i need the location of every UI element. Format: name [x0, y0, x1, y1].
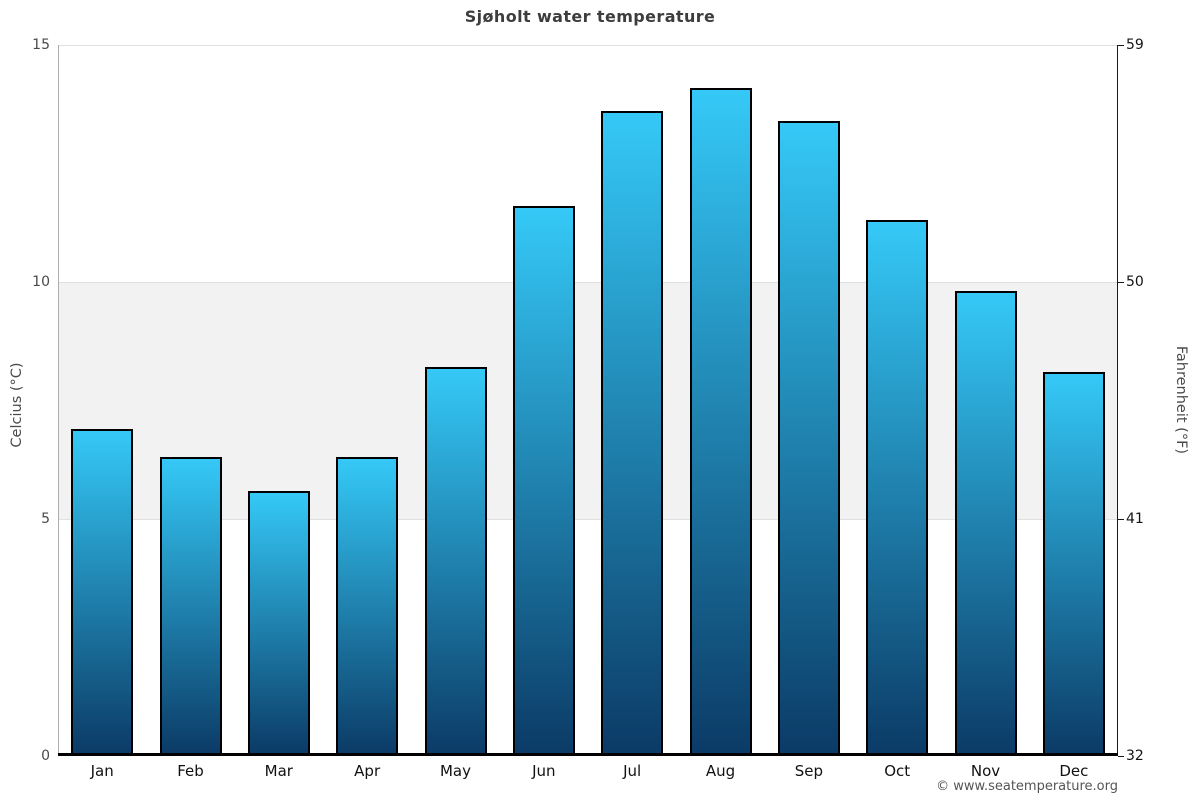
month-label-jan: Jan	[90, 762, 114, 780]
bar-jul	[601, 111, 664, 756]
left-axis-spine	[58, 45, 59, 756]
right-tick-59f	[1118, 45, 1124, 46]
fahrenheit-tick-59: 59	[1126, 37, 1144, 53]
month-label-feb: Feb	[177, 762, 204, 780]
gridline-10c	[58, 282, 1118, 283]
right-tick-32f	[1118, 756, 1124, 757]
month-label-oct: Oct	[884, 762, 911, 780]
bar-dec	[1042, 372, 1105, 756]
x-axis-line	[58, 753, 1118, 756]
celsius-axis-title: Celcius (°C)	[9, 362, 25, 448]
bar-jun	[512, 206, 575, 756]
month-label-jul: Jul	[623, 762, 642, 780]
celsius-tick-0: 0	[41, 748, 50, 764]
right-axis-spine	[1117, 45, 1118, 756]
fahrenheit-tick-50: 50	[1126, 274, 1144, 290]
month-label-sep: Sep	[794, 762, 823, 780]
month-label-mar: Mar	[264, 762, 293, 780]
month-label-apr: Apr	[354, 762, 381, 780]
fahrenheit-axis-title: Fahrenheit (°F)	[1173, 345, 1189, 455]
bar-jan	[71, 428, 134, 756]
bar-feb	[159, 457, 222, 756]
bar-oct	[866, 220, 929, 756]
right-tick-41f	[1118, 519, 1124, 520]
month-label-jun: Jun	[532, 762, 556, 780]
month-label-dec: Dec	[1059, 762, 1089, 780]
bar-aug	[689, 87, 752, 756]
bar-sep	[777, 120, 840, 756]
plot-area	[58, 45, 1124, 757]
copyright-footer: © www.seatemperature.org	[936, 779, 1118, 794]
gridline-5c	[58, 519, 1118, 520]
bar-nov	[954, 291, 1017, 756]
month-label-may: May	[439, 762, 471, 780]
celsius-tick-10: 10	[32, 274, 50, 290]
fahrenheit-tick-41: 41	[1126, 511, 1144, 527]
celsius-tick-5: 5	[41, 511, 50, 527]
month-label-nov: Nov	[970, 762, 1001, 780]
celsius-tick-15: 15	[32, 37, 50, 53]
bar-mar	[247, 490, 310, 756]
bar-may	[424, 367, 487, 756]
bar-apr	[336, 457, 399, 756]
month-label-aug: Aug	[705, 762, 736, 780]
shaded-band-5-10c	[58, 282, 1118, 519]
chart-title: Sjøholt water temperature	[464, 7, 716, 26]
fahrenheit-tick-32: 32	[1126, 748, 1144, 764]
right-tick-50f	[1118, 282, 1124, 283]
gridline-15c	[58, 45, 1118, 46]
